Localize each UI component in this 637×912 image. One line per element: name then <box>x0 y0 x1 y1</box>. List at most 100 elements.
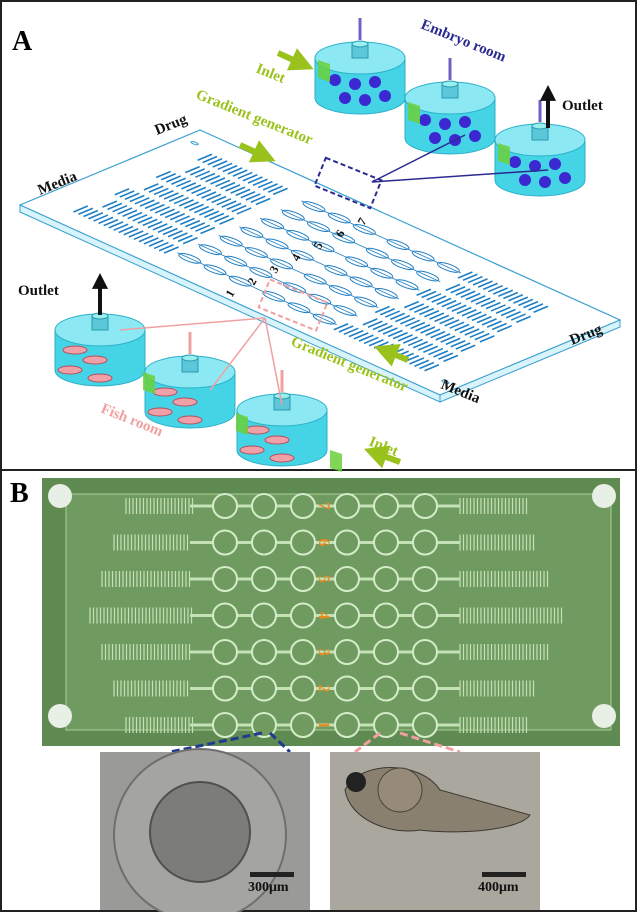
chamber <box>373 712 399 738</box>
fish <box>57 365 83 375</box>
channel <box>177 253 337 325</box>
row-number: 6 <box>315 539 332 547</box>
chamber <box>412 639 438 665</box>
arrow-head <box>374 344 401 367</box>
serpentine <box>363 319 458 361</box>
chamber <box>373 566 399 592</box>
outlet-label: Outlet <box>18 283 59 299</box>
chamber <box>290 675 316 702</box>
chip <box>20 130 620 395</box>
serpentine <box>404 302 494 342</box>
row-number: 5 <box>315 575 332 583</box>
embryo <box>439 118 451 130</box>
chamber <box>251 712 277 738</box>
embryo <box>329 74 341 86</box>
link <box>119 317 266 331</box>
embryo <box>369 76 381 88</box>
fish <box>152 387 178 397</box>
fish <box>177 415 203 425</box>
serpentine <box>417 289 512 331</box>
panel-label: B <box>10 478 29 509</box>
chamber <box>334 675 360 702</box>
zoom-line <box>268 731 292 754</box>
chamber <box>290 493 316 519</box>
serpentine <box>185 167 270 205</box>
chamber <box>212 639 238 665</box>
chamber <box>212 566 238 592</box>
embryo <box>429 132 441 144</box>
embryo <box>509 156 521 168</box>
chamber <box>412 566 438 592</box>
chamber <box>334 712 360 738</box>
chamber <box>373 639 399 665</box>
zoom-line <box>354 731 381 754</box>
channel <box>281 210 441 282</box>
chamber <box>373 529 399 556</box>
arrow-head <box>248 140 276 163</box>
fish <box>269 453 295 463</box>
serpentine <box>446 284 531 322</box>
chamber <box>251 639 277 665</box>
embryo <box>519 174 531 186</box>
serpentine <box>113 534 535 551</box>
serpentine <box>198 154 288 194</box>
embryo <box>359 94 371 106</box>
port <box>592 484 616 508</box>
zoom-box <box>313 156 383 210</box>
zoom-box <box>257 278 329 332</box>
eye <box>346 772 366 792</box>
stem-top <box>441 80 459 88</box>
arrow-head <box>363 445 391 469</box>
fish <box>244 425 270 435</box>
serpentine <box>125 498 528 514</box>
serpentine <box>458 272 548 312</box>
chamber <box>290 566 316 592</box>
chamber <box>212 493 238 519</box>
chamber <box>412 529 438 556</box>
panel-label: A <box>12 26 33 57</box>
chamber <box>251 529 277 556</box>
serpentine <box>375 307 475 352</box>
row-number: 1 <box>315 721 332 729</box>
stem-top <box>531 122 549 130</box>
serpentine <box>103 201 198 243</box>
chamber <box>251 675 277 702</box>
serpentine <box>101 571 549 587</box>
serpentine <box>144 184 234 224</box>
fish <box>147 407 173 417</box>
channel <box>260 218 420 290</box>
link <box>264 317 283 406</box>
stem-top <box>273 392 291 400</box>
chamber <box>290 712 316 738</box>
serpentine <box>101 644 549 660</box>
yolk <box>149 781 251 883</box>
serpentine <box>73 206 178 253</box>
chamber <box>212 675 238 702</box>
chamber <box>373 602 399 629</box>
fish <box>62 345 88 355</box>
embryo <box>339 92 351 104</box>
port <box>190 141 200 145</box>
chamber <box>334 529 360 556</box>
chamber <box>373 493 399 519</box>
arrow-head <box>91 273 109 289</box>
chamber <box>212 529 238 556</box>
embryo <box>549 158 561 170</box>
embryo <box>459 116 471 128</box>
fish <box>239 445 265 455</box>
chip-side <box>439 319 621 403</box>
chamber <box>251 602 277 629</box>
connector <box>236 413 248 435</box>
outlet-label: Outlet <box>562 98 603 114</box>
embryo <box>419 114 431 126</box>
link <box>371 134 466 183</box>
zoom-line <box>169 731 263 754</box>
chamber <box>412 493 438 519</box>
link <box>371 169 549 183</box>
serpentine <box>113 680 535 697</box>
chamber <box>334 493 360 519</box>
scale-bar <box>250 872 294 877</box>
port <box>48 484 72 508</box>
chamber <box>290 639 316 665</box>
chamber <box>334 602 360 629</box>
